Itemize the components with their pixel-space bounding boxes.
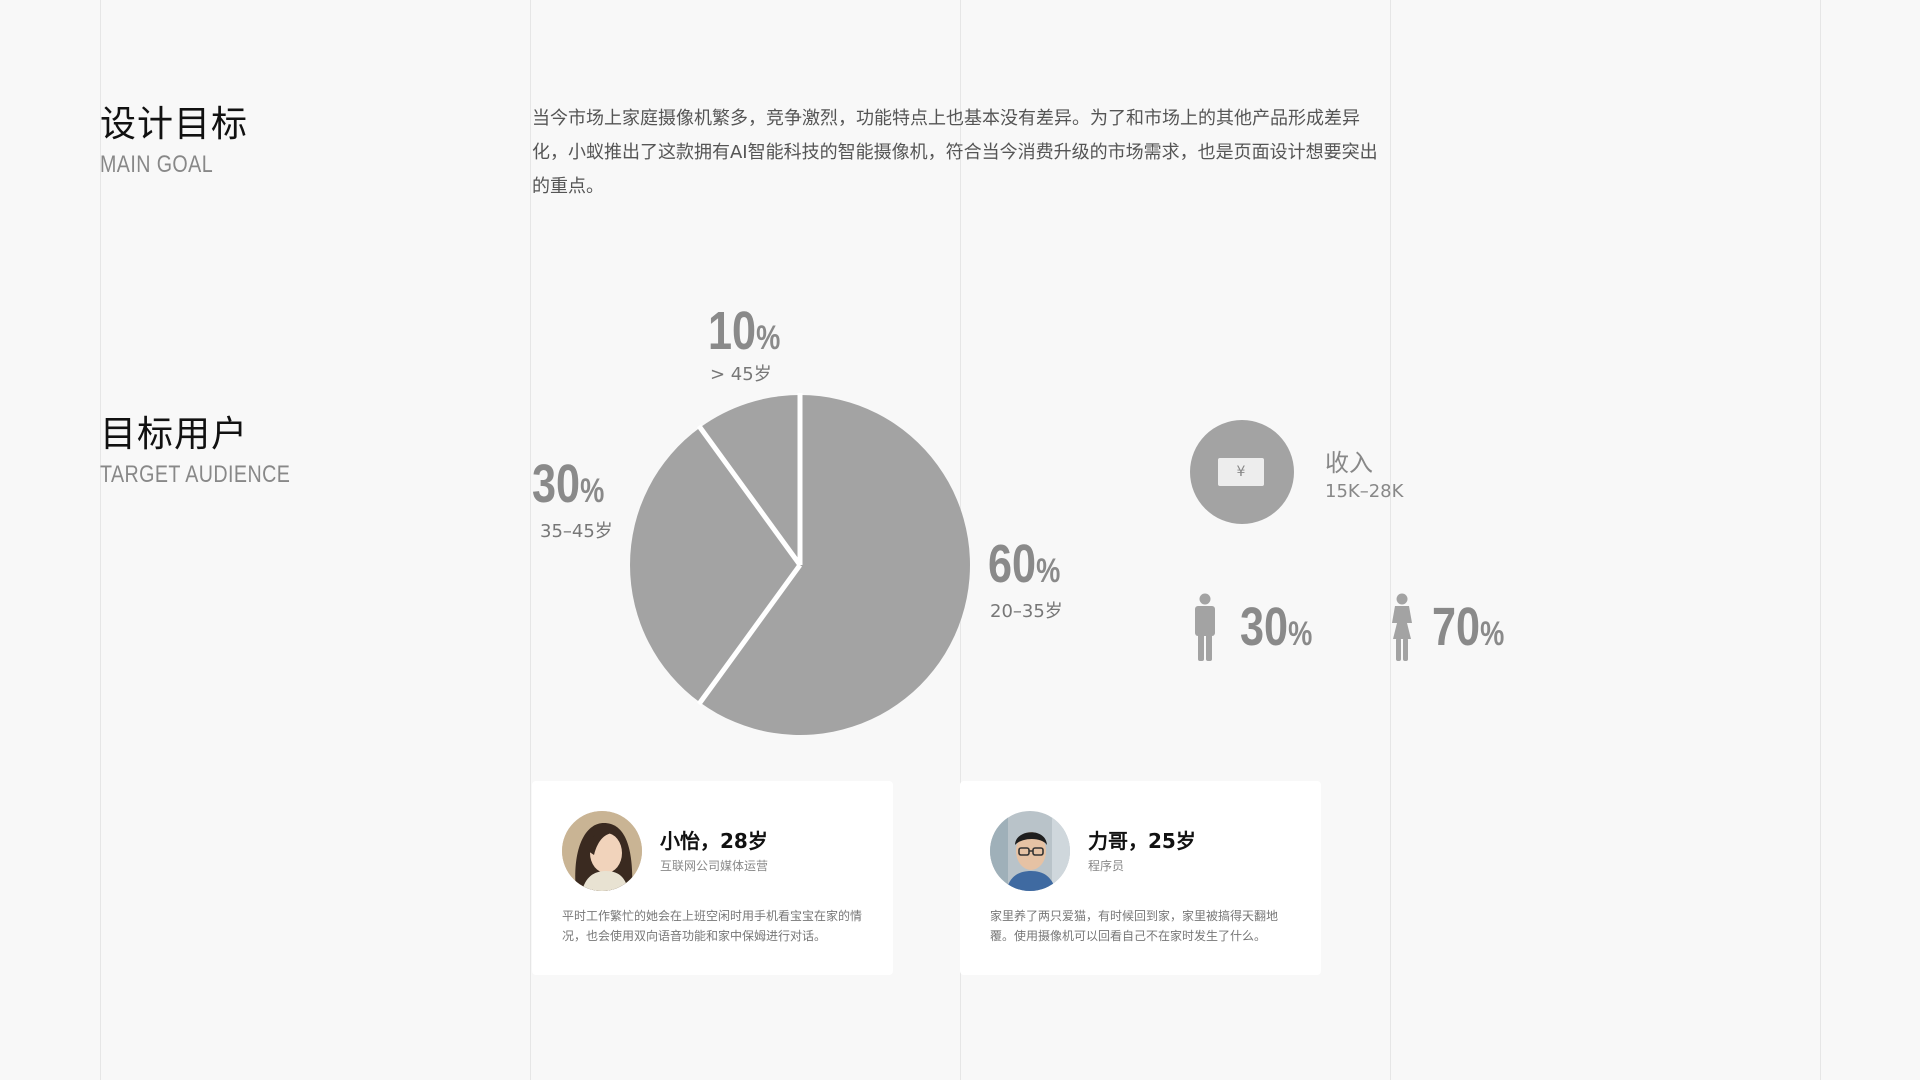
- avatar: [562, 811, 642, 891]
- pie-slice-0: [700, 395, 970, 735]
- audience-title: 目标用户: [100, 414, 249, 455]
- male-icon: [1195, 593, 1215, 661]
- grid-line: [1820, 0, 1821, 1080]
- grid-line: [530, 0, 531, 1080]
- pie-slice-1: [630, 427, 800, 703]
- pie-value-label-1: 30%: [532, 454, 605, 514]
- persona-name: 小怡，28岁: [660, 829, 768, 853]
- female-icon: [1392, 593, 1412, 661]
- goal-subtitle: MAIN GOAL: [100, 151, 214, 178]
- goal-title: 设计目标: [100, 104, 249, 145]
- persona-card: 力哥，25岁 程序员 家里养了两只爱猫，有时候回到家，家里被搞得天翻地覆。使用摄…: [960, 781, 1321, 975]
- pie-value-label-2: 10%: [708, 301, 781, 361]
- goal-description: 当今市场上家庭摄像机繁多，竞争激烈，功能特点上也基本没有差异。为了和市场上的其他…: [532, 108, 1378, 197]
- pie-category-label-2: > 45岁: [710, 364, 772, 385]
- female-percentage: 70%: [1432, 597, 1505, 657]
- pie-category-label-0: 20–35岁: [990, 601, 1063, 622]
- grid-line: [100, 0, 101, 1080]
- pie-separator-2: [696, 424, 803, 567]
- persona-role: 互联网公司媒体运营: [660, 859, 769, 873]
- income-label: 收入: [1325, 449, 1373, 477]
- money-bill-icon: ¥: [1218, 458, 1264, 486]
- persona-description: 平时工作繁忙的她会在上班空闲时用手机看宝宝在家的情况，也会使用双向语音功能和家中…: [562, 909, 863, 943]
- pie-slice-2: [700, 395, 800, 565]
- grid-line: [1390, 0, 1391, 1080]
- pie-value-label-0: 60%: [988, 534, 1061, 594]
- persona-role: 程序员: [1088, 859, 1125, 873]
- income-icon-circle: ¥: [1190, 420, 1294, 524]
- persona-description: 家里养了两只爱猫，有时候回到家，家里被搞得天翻地覆。使用摄像机可以回看自己不在家…: [990, 909, 1279, 943]
- income-value: 15K–28K: [1325, 481, 1404, 502]
- pie-category-label-1: 35–45岁: [540, 521, 613, 542]
- persona-name: 力哥，25岁: [1088, 829, 1196, 853]
- persona-card: 小怡，28岁 互联网公司媒体运营 平时工作繁忙的她会在上班空闲时用手机看宝宝在家…: [532, 781, 893, 975]
- pie-separator-1: [696, 563, 803, 706]
- avatar: [990, 811, 1070, 891]
- age-pie-chart: [630, 393, 970, 735]
- audience-subtitle: TARGET AUDIENCE: [100, 461, 291, 488]
- male-percentage: 30%: [1240, 597, 1313, 657]
